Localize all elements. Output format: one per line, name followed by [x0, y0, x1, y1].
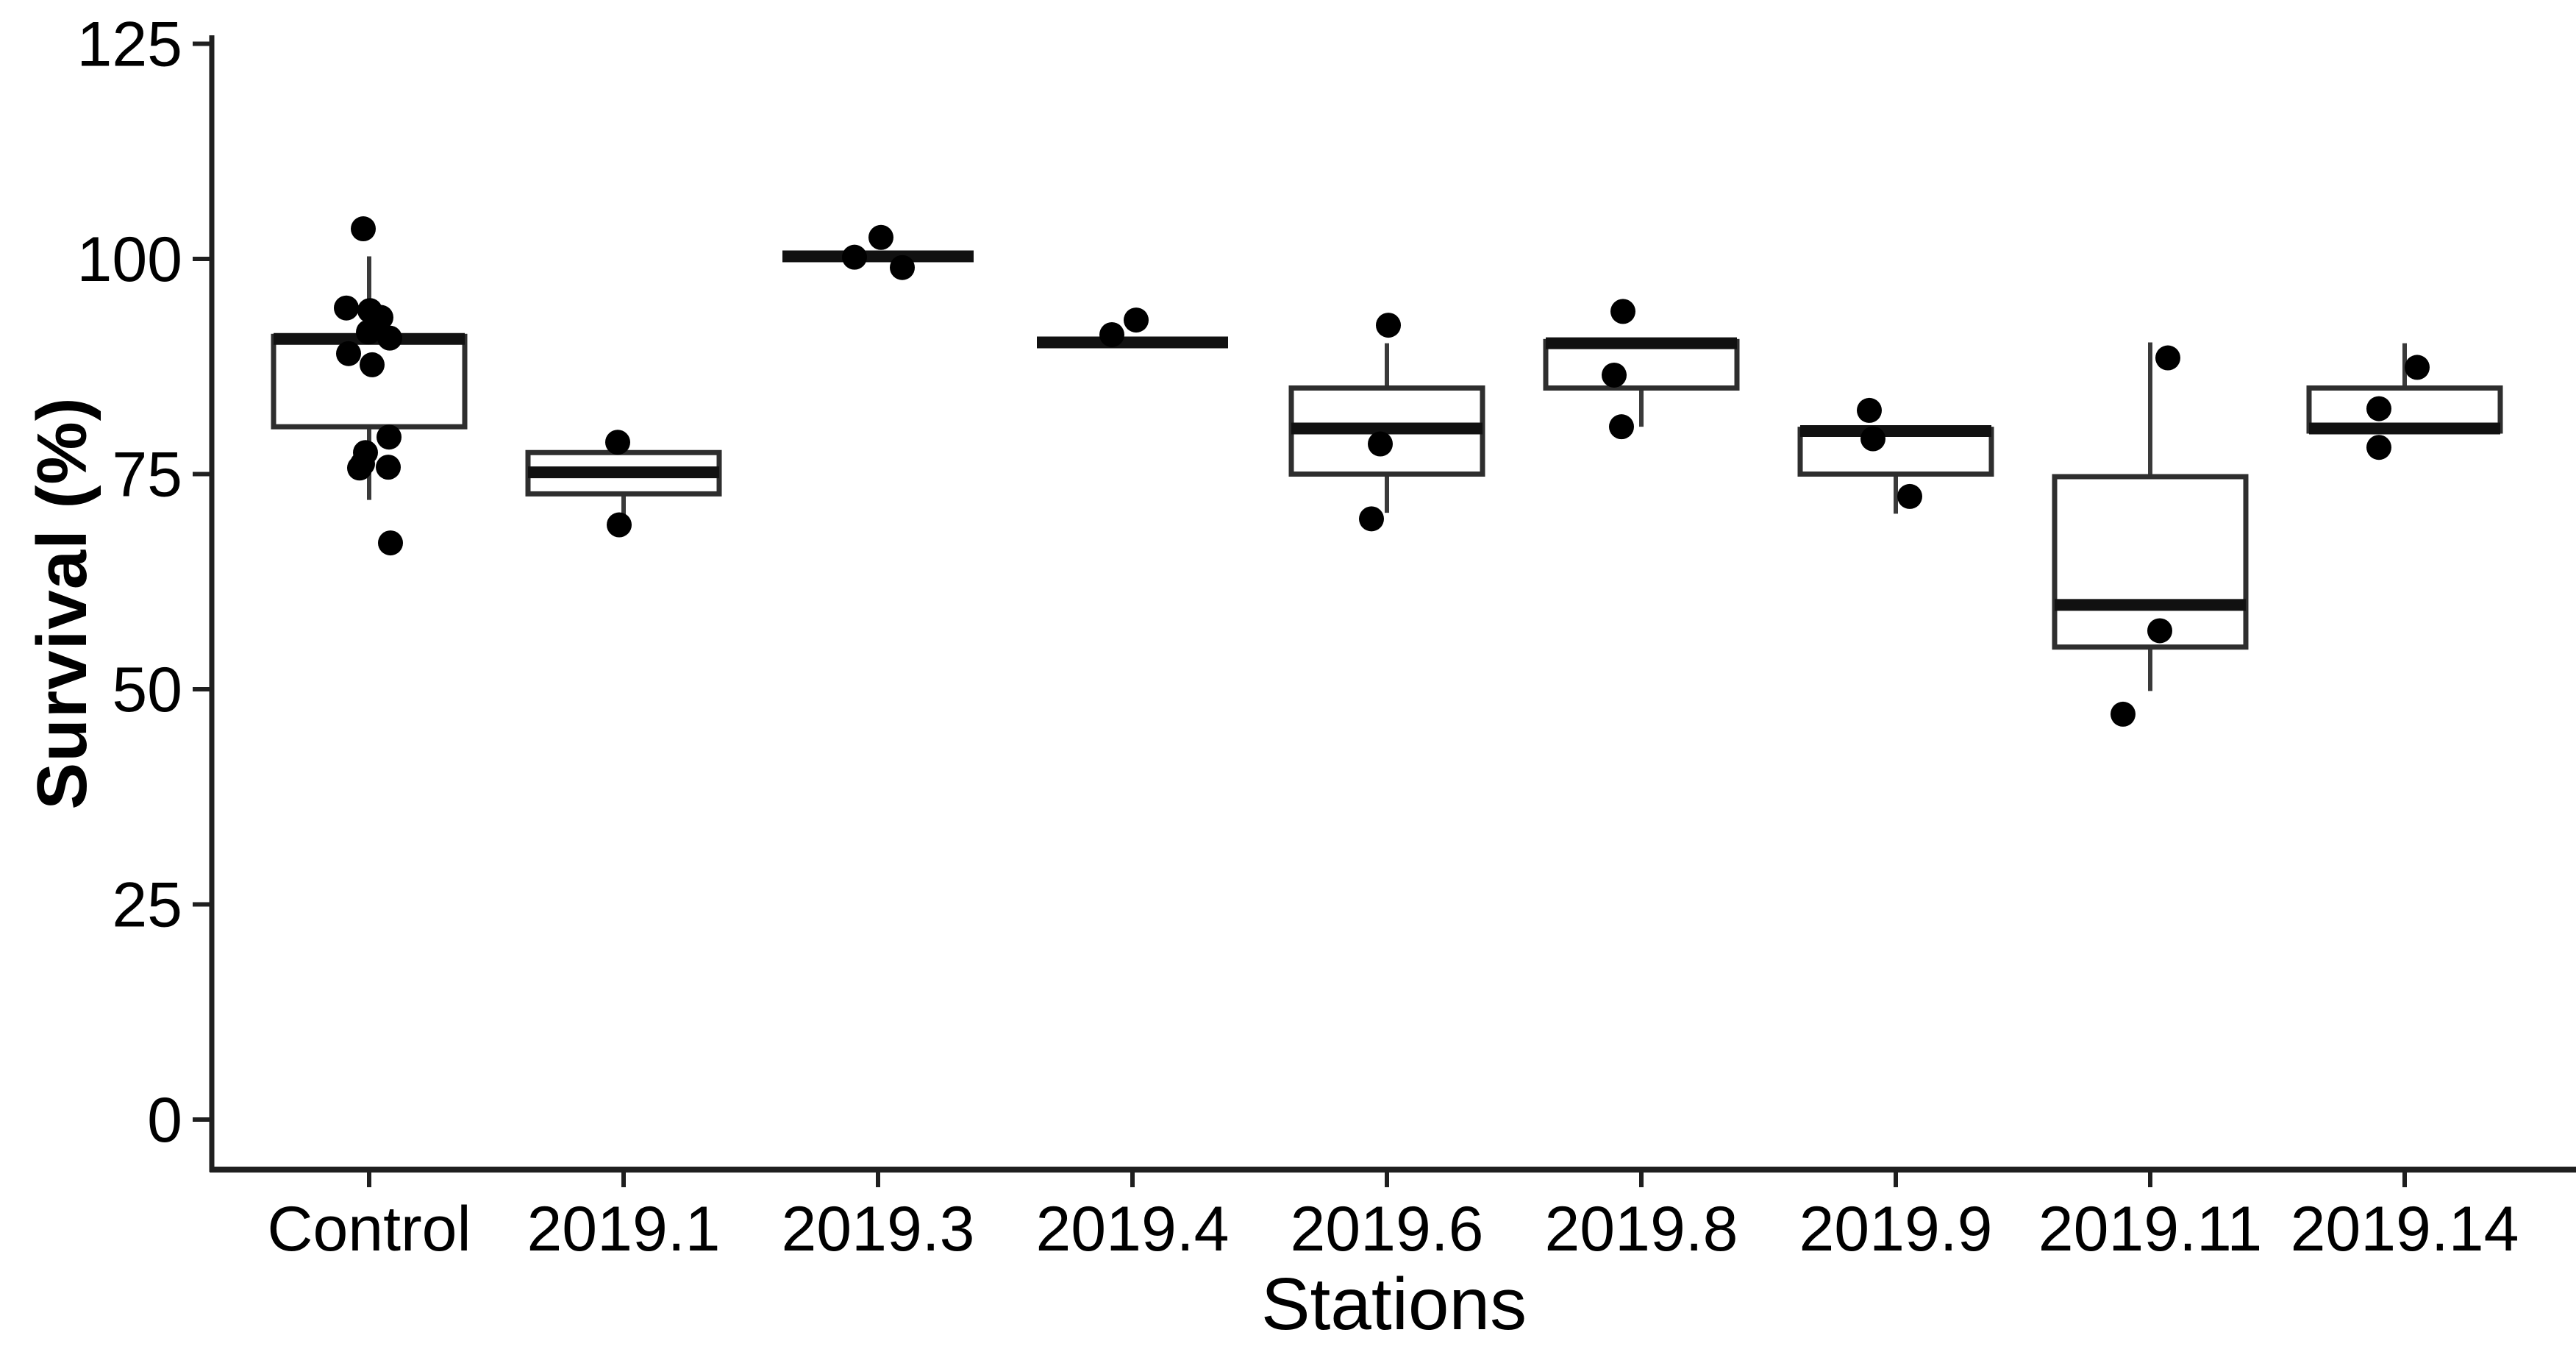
x-tick-label: 2019.3: [781, 1194, 974, 1264]
data-point: [1124, 307, 1149, 333]
data-point: [360, 352, 385, 377]
y-tick-label: 0: [147, 1085, 182, 1156]
data-point: [1602, 362, 1627, 388]
data-point: [377, 325, 402, 351]
x-tick-label: 2019.1: [527, 1194, 720, 1264]
y-tick-label: 25: [112, 870, 182, 941]
data-point: [351, 216, 376, 242]
data-point: [2366, 435, 2391, 460]
data-point: [377, 424, 402, 450]
data-point: [1857, 397, 1882, 423]
data-point: [336, 341, 361, 366]
data-point: [1376, 313, 1401, 338]
data-point: [1099, 321, 1124, 347]
x-tick-label: 2019.8: [1544, 1194, 1738, 1264]
x-tick-label: 2019.14: [2291, 1194, 2519, 1264]
y-tick-label: 125: [77, 10, 183, 80]
y-tick-label: 50: [112, 655, 182, 725]
x-tick-label: 2019.6: [1290, 1194, 1483, 1264]
y-tick-label: 100: [77, 224, 183, 295]
x-tick-label: 2019.4: [1035, 1194, 1229, 1264]
data-point: [605, 430, 630, 455]
data-point: [2147, 618, 2172, 644]
data-point: [890, 255, 915, 280]
data-point: [842, 244, 867, 270]
y-axis-title-container: Survival (%): [7, 0, 118, 1206]
data-point: [378, 530, 403, 556]
y-tick-label: 75: [112, 440, 182, 510]
x-tick-label: 2019.11: [2038, 1194, 2263, 1264]
data-point: [868, 224, 893, 250]
x-tick-label: 2019.9: [1799, 1194, 1992, 1264]
data-point: [607, 512, 632, 538]
boxplot-box: [2052, 474, 2249, 650]
data-point: [1368, 431, 1393, 457]
data-point: [1610, 299, 1635, 324]
data-point: [347, 455, 372, 481]
y-axis-title: Survival (%): [23, 396, 102, 810]
data-point: [1359, 506, 1384, 532]
boxplot-box: [271, 333, 468, 430]
data-point: [334, 295, 359, 321]
x-tick-label: Control: [267, 1194, 471, 1264]
data-point: [1897, 483, 1922, 509]
data-point: [376, 455, 401, 480]
data-point: [1860, 426, 1885, 452]
data-point: [2155, 345, 2180, 371]
data-point: [356, 319, 381, 345]
data-point: [1609, 414, 1634, 440]
boxplot-box: [1543, 338, 1740, 391]
data-point: [2405, 355, 2430, 380]
data-point: [2366, 396, 2391, 421]
data-point: [2111, 701, 2136, 727]
x-axis-title: Stations: [1260, 1263, 1527, 1345]
